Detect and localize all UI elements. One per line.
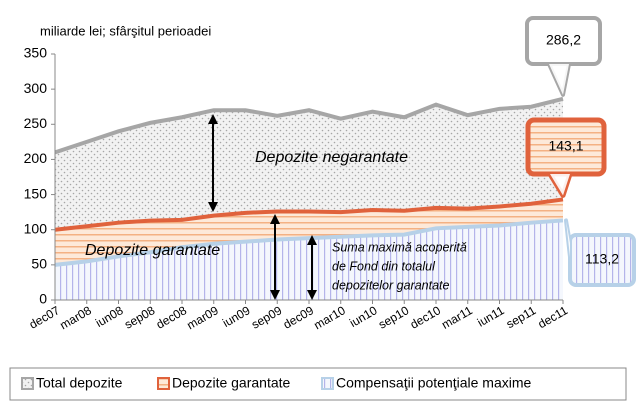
arrow-head — [208, 114, 218, 124]
y-tick-label: 150 — [24, 185, 48, 201]
annotation: Depozite negarantate — [255, 149, 408, 166]
y-tick-label: 200 — [24, 150, 48, 166]
x-tick-label: dec08 — [154, 303, 190, 332]
annotation: Suma maximă acoperită — [332, 240, 467, 254]
x-tick-label: mar09 — [184, 303, 221, 332]
legend-label: Depozite garantate — [172, 375, 291, 391]
x-tick-label: iun09 — [220, 303, 253, 330]
x-tick-label: dec10 — [408, 303, 444, 332]
y-tick-label: 50 — [31, 256, 47, 272]
y-tick-label: 350 — [24, 45, 48, 61]
data-label: 113,2 — [585, 251, 619, 267]
plot — [54, 96, 564, 300]
x-tick-label: sep11 — [504, 303, 539, 331]
arrow-head — [307, 235, 317, 245]
x-tick-label: sep08 — [122, 303, 158, 332]
legend-box — [9, 367, 627, 401]
x-tick-label: sep09 — [249, 303, 285, 332]
callout-pointer-fill — [550, 174, 570, 196]
callout-box — [568, 233, 636, 287]
legend-swatch — [321, 377, 334, 390]
x-tick-label: iun10 — [347, 303, 380, 330]
x-tick-label: dec11 — [536, 303, 571, 331]
x-tick-label: mar10 — [311, 303, 348, 332]
annotation: de Fond din totalul — [332, 259, 436, 273]
legend-swatch — [157, 377, 170, 390]
series-line — [54, 197, 564, 232]
y-tick-label: 300 — [24, 80, 48, 96]
data-label: 143,1 — [548, 138, 583, 154]
series-line — [54, 96, 564, 155]
annotation: depozitelor garantate — [332, 278, 449, 292]
x-tick-label: dec09 — [281, 303, 317, 332]
x-tick-label: sep10 — [376, 303, 412, 332]
x-tick-label: mar11 — [439, 303, 475, 332]
arrow-head — [208, 202, 218, 212]
y-tick-label: 250 — [24, 115, 48, 131]
y-axis-label: miliarde lei; sfârşitul perioadei — [40, 23, 211, 38]
area — [55, 220, 563, 300]
x-tick-label: iun08 — [93, 303, 126, 330]
y-tick-label: 100 — [24, 220, 48, 236]
legend-swatch — [21, 377, 34, 390]
data-label: 286,2 — [546, 32, 581, 48]
series-line — [54, 218, 564, 267]
x-tick-label: iun11 — [475, 303, 507, 330]
callout-pointer-fill — [566, 220, 570, 257]
x-tick-label: mar08 — [57, 303, 94, 332]
annotation: Depozite garantate — [85, 242, 220, 259]
legend-label: Compensaţii potenţiale maxime — [336, 375, 532, 391]
legend-label: Total depozite — [36, 375, 123, 391]
arrow-head — [270, 290, 280, 300]
arrow-head — [270, 214, 280, 224]
arrow-head — [307, 290, 317, 300]
callout-pointer-fill — [549, 64, 569, 95]
y-tick-label: 0 — [39, 291, 47, 307]
x-tick-label: dec07 — [27, 303, 63, 332]
